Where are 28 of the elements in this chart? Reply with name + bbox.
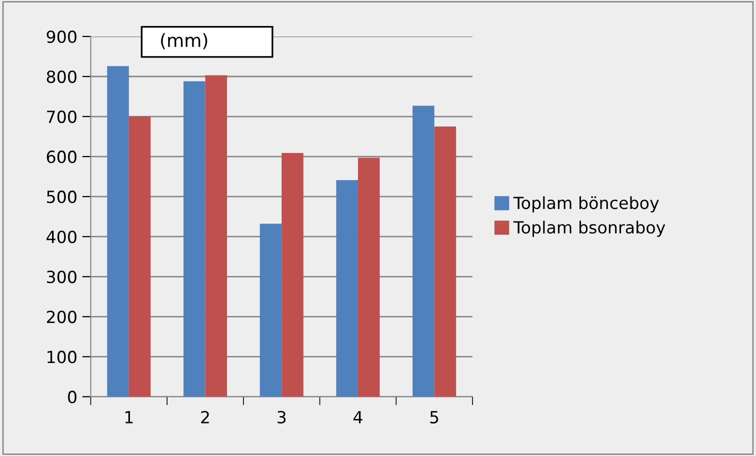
y-tick-label: 700 bbox=[47, 110, 76, 124]
legend-label: Toplam bönceboy bbox=[513, 196, 659, 212]
bar bbox=[336, 180, 358, 397]
y-tick-label: 900 bbox=[46, 30, 76, 44]
y-tick-label: 400 bbox=[46, 230, 76, 244]
y-tick-label: 500 bbox=[47, 190, 76, 204]
y-tick-label: 600 bbox=[46, 150, 76, 164]
bar bbox=[260, 224, 282, 397]
bar bbox=[183, 81, 206, 397]
y-tick-label: 100 bbox=[48, 350, 76, 364]
bar bbox=[205, 75, 228, 397]
y-tick-label: 800 bbox=[46, 70, 76, 84]
bar bbox=[282, 152, 304, 397]
bar bbox=[412, 106, 434, 397]
y-tick-label: 0 bbox=[68, 390, 76, 404]
x-tick-label: 5 bbox=[430, 411, 438, 424]
x-tick-label: 3 bbox=[278, 410, 286, 424]
annotation: (mm) bbox=[161, 33, 208, 50]
bar bbox=[128, 116, 151, 397]
bar bbox=[434, 126, 456, 397]
x-tick-label: 1 bbox=[125, 411, 133, 424]
bar bbox=[107, 66, 129, 397]
y-tick-label: 200 bbox=[46, 310, 76, 324]
legend-label: Toplam bsonraboy bbox=[513, 220, 666, 237]
x-tick-label: 2 bbox=[201, 410, 209, 424]
x-tick-label: 4 bbox=[353, 411, 362, 424]
bar bbox=[358, 158, 380, 397]
y-tick-label: 300 bbox=[46, 270, 76, 284]
